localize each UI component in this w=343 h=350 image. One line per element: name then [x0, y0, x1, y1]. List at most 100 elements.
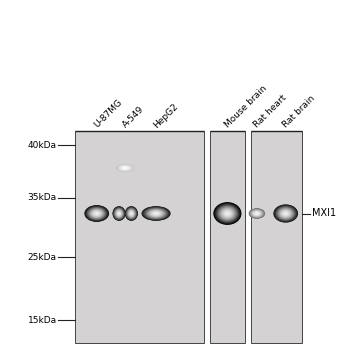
Ellipse shape [87, 207, 106, 220]
Ellipse shape [117, 211, 121, 216]
Ellipse shape [95, 213, 98, 214]
Ellipse shape [255, 212, 259, 215]
Ellipse shape [90, 209, 103, 218]
Ellipse shape [215, 204, 240, 223]
Ellipse shape [220, 207, 235, 220]
Ellipse shape [151, 211, 162, 216]
Ellipse shape [113, 207, 125, 220]
Ellipse shape [129, 210, 134, 217]
Ellipse shape [249, 208, 265, 219]
Ellipse shape [120, 166, 130, 170]
Ellipse shape [283, 212, 288, 215]
Ellipse shape [87, 207, 107, 220]
Ellipse shape [282, 211, 289, 216]
Ellipse shape [216, 204, 239, 223]
Ellipse shape [280, 209, 292, 218]
Ellipse shape [96, 213, 97, 214]
Ellipse shape [94, 211, 99, 216]
Ellipse shape [130, 212, 133, 215]
Ellipse shape [142, 206, 170, 221]
Ellipse shape [117, 164, 133, 172]
Ellipse shape [113, 206, 126, 221]
Ellipse shape [155, 213, 157, 214]
Ellipse shape [120, 166, 131, 170]
Ellipse shape [84, 205, 109, 222]
Ellipse shape [95, 212, 98, 215]
Text: HepG2: HepG2 [151, 102, 179, 130]
Ellipse shape [122, 167, 128, 169]
Ellipse shape [281, 210, 291, 217]
Ellipse shape [254, 211, 260, 216]
Ellipse shape [95, 212, 99, 215]
Ellipse shape [122, 167, 129, 169]
Text: U-87MG: U-87MG [92, 98, 124, 130]
Ellipse shape [127, 208, 136, 219]
Bar [75, 131, 204, 343]
Ellipse shape [155, 213, 157, 214]
Ellipse shape [249, 209, 265, 218]
Ellipse shape [130, 211, 133, 216]
Ellipse shape [148, 210, 164, 217]
Ellipse shape [126, 208, 137, 219]
Ellipse shape [131, 213, 132, 214]
Ellipse shape [94, 212, 99, 215]
Ellipse shape [115, 209, 123, 218]
Ellipse shape [115, 209, 123, 218]
Ellipse shape [225, 211, 230, 216]
Ellipse shape [145, 208, 167, 219]
Ellipse shape [254, 212, 260, 215]
Ellipse shape [282, 211, 289, 216]
Ellipse shape [123, 167, 128, 169]
Ellipse shape [131, 213, 132, 214]
Ellipse shape [116, 211, 122, 216]
Ellipse shape [129, 211, 133, 216]
Ellipse shape [250, 209, 264, 218]
Ellipse shape [128, 210, 134, 217]
Ellipse shape [215, 203, 240, 224]
Ellipse shape [146, 209, 166, 218]
Ellipse shape [118, 212, 120, 215]
Ellipse shape [123, 167, 127, 169]
Ellipse shape [256, 213, 258, 214]
Ellipse shape [93, 211, 100, 216]
Ellipse shape [217, 205, 237, 222]
Ellipse shape [93, 211, 101, 216]
Ellipse shape [251, 210, 263, 217]
Ellipse shape [143, 207, 169, 220]
Ellipse shape [117, 211, 121, 216]
Ellipse shape [88, 208, 105, 219]
Ellipse shape [115, 208, 123, 219]
Ellipse shape [127, 209, 135, 218]
Ellipse shape [252, 210, 262, 217]
Ellipse shape [88, 208, 105, 219]
Ellipse shape [249, 209, 264, 218]
Ellipse shape [224, 210, 231, 217]
Ellipse shape [127, 208, 136, 219]
Ellipse shape [121, 166, 130, 170]
Ellipse shape [127, 209, 136, 218]
Ellipse shape [253, 211, 260, 216]
Ellipse shape [117, 211, 121, 216]
Ellipse shape [283, 211, 288, 216]
Ellipse shape [250, 209, 264, 218]
Ellipse shape [279, 209, 292, 218]
Ellipse shape [121, 166, 129, 170]
Ellipse shape [118, 212, 120, 215]
Ellipse shape [119, 165, 131, 171]
Text: 40kDa: 40kDa [27, 141, 57, 150]
Ellipse shape [256, 213, 258, 214]
Ellipse shape [152, 211, 160, 216]
Ellipse shape [149, 210, 163, 217]
Ellipse shape [126, 207, 137, 220]
Ellipse shape [86, 206, 107, 220]
Ellipse shape [120, 166, 130, 170]
Ellipse shape [224, 211, 231, 216]
Ellipse shape [220, 208, 235, 219]
Ellipse shape [91, 210, 102, 217]
Ellipse shape [217, 205, 238, 222]
Ellipse shape [126, 207, 137, 220]
Ellipse shape [217, 205, 238, 222]
Ellipse shape [252, 210, 262, 217]
Ellipse shape [145, 208, 167, 219]
Ellipse shape [256, 213, 258, 214]
